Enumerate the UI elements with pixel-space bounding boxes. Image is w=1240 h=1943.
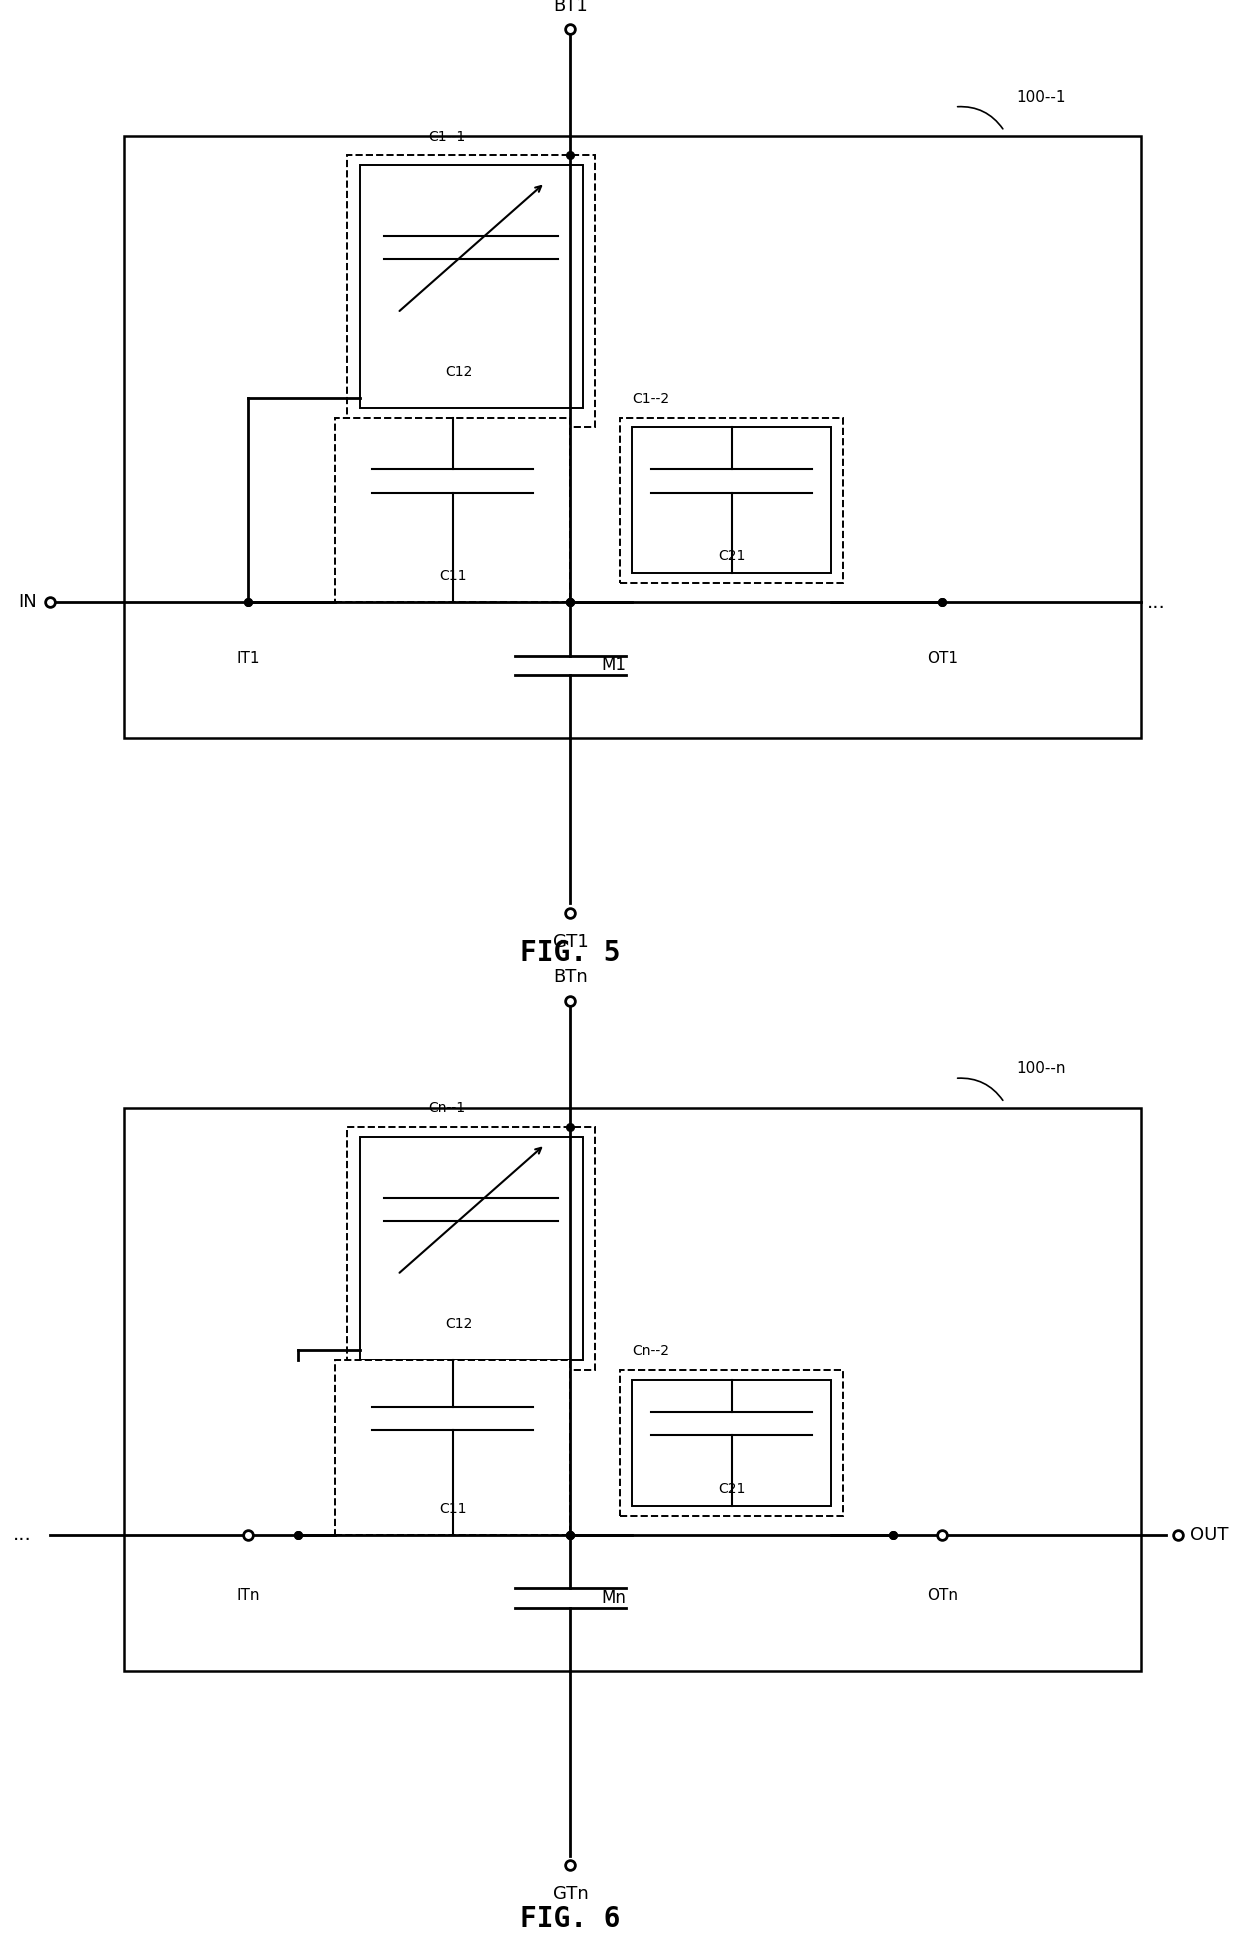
Text: OUT: OUT <box>1190 1525 1229 1545</box>
Text: OT1: OT1 <box>926 651 957 666</box>
Text: IN: IN <box>19 593 37 612</box>
Bar <box>632 427 831 573</box>
Text: BTn: BTn <box>553 968 588 985</box>
Text: Cn--2: Cn--2 <box>632 1345 670 1358</box>
Text: M1: M1 <box>601 657 626 674</box>
Text: C11: C11 <box>439 1502 466 1516</box>
Text: ...: ... <box>12 1525 31 1545</box>
Text: C21: C21 <box>718 1483 745 1496</box>
Text: C12: C12 <box>445 365 472 379</box>
Text: C11: C11 <box>439 569 466 583</box>
Text: IT1: IT1 <box>237 651 259 666</box>
Bar <box>360 1137 583 1360</box>
Text: GTn: GTn <box>553 1885 588 1902</box>
Text: ...: ... <box>1147 593 1166 612</box>
Text: GT1: GT1 <box>553 933 588 950</box>
Text: 100--n: 100--n <box>1017 1061 1066 1076</box>
Bar <box>335 1360 570 1535</box>
Text: C1--2: C1--2 <box>632 392 670 406</box>
Bar <box>620 418 843 583</box>
Text: FIG. 5: FIG. 5 <box>520 938 621 966</box>
Text: 100--1: 100--1 <box>1017 89 1066 105</box>
Text: C21: C21 <box>718 550 745 563</box>
Bar <box>620 1370 843 1516</box>
Text: FIG. 6: FIG. 6 <box>520 1906 621 1933</box>
Bar <box>347 1127 595 1370</box>
Text: BT1: BT1 <box>553 0 588 14</box>
Bar <box>347 155 595 427</box>
Bar <box>360 165 583 408</box>
Text: Cn--1: Cn--1 <box>428 1102 465 1115</box>
Text: C1--1: C1--1 <box>428 130 465 144</box>
Text: Mn: Mn <box>601 1589 626 1607</box>
Bar <box>632 1380 831 1506</box>
Bar <box>335 418 570 602</box>
Text: OTn: OTn <box>926 1589 957 1603</box>
Text: ITn: ITn <box>237 1589 259 1603</box>
Text: C12: C12 <box>445 1317 472 1331</box>
